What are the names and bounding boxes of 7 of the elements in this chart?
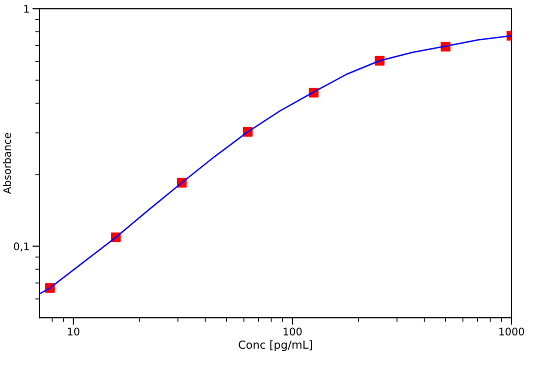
y-tick-label: 1	[24, 5, 29, 13]
x-tick-label: 10	[68, 328, 80, 336]
y-axis-title: Absorbance	[2, 132, 12, 194]
x-tick-label: 100	[284, 328, 302, 336]
y-tick-label: 0,1	[14, 242, 29, 252]
x-tick-label: 1000	[499, 328, 524, 336]
x-axis-title: Conc [pg/mL]	[238, 340, 312, 352]
